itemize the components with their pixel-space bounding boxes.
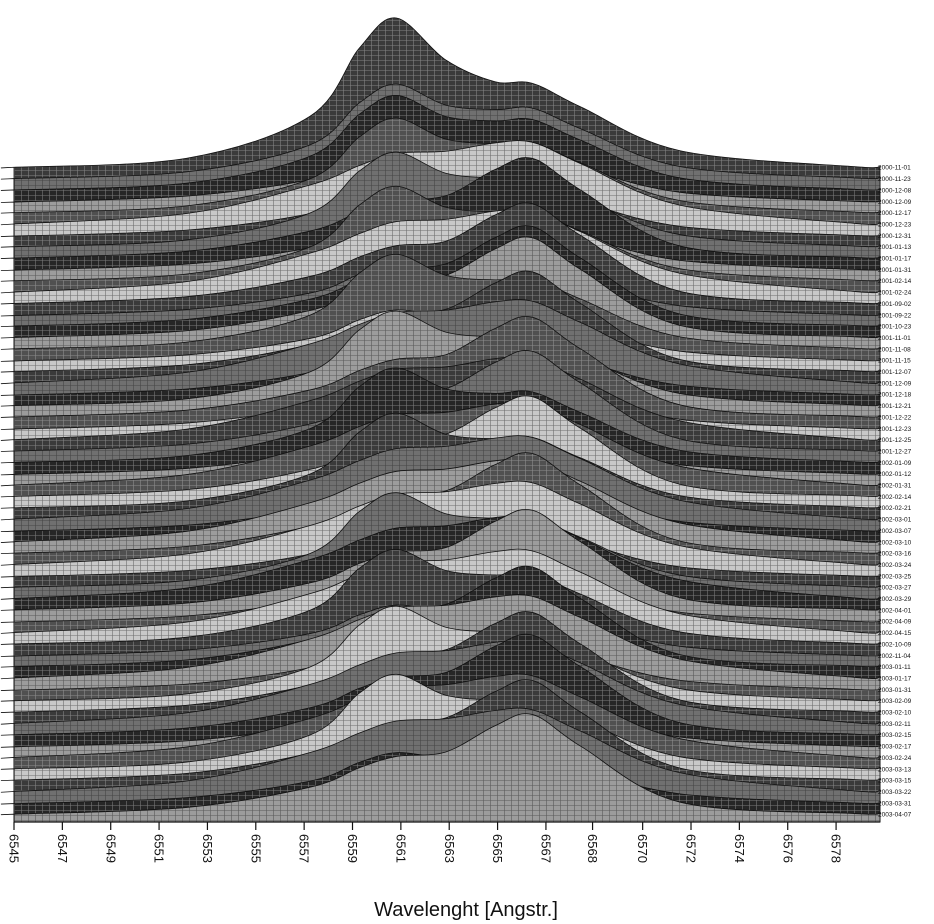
- date-label: 2000-12-17: [878, 210, 912, 217]
- date-label: 2003-03-15: [878, 778, 912, 785]
- date-label: 2001-12-25: [878, 437, 912, 444]
- date-label: 2001-09-02: [878, 301, 912, 308]
- date-label: 2001-01-31: [878, 267, 912, 274]
- date-label: 2000-12-31: [878, 233, 912, 240]
- date-label: 2003-02-09: [878, 698, 912, 705]
- date-label: 2001-12-22: [878, 414, 912, 421]
- date-label: 2003-02-17: [878, 744, 912, 751]
- date-label: 2002-04-09: [878, 619, 912, 626]
- x-tick-label: 6565: [490, 834, 505, 863]
- date-label: 2000-12-23: [878, 221, 912, 228]
- date-label: 2001-12-27: [878, 448, 912, 455]
- date-label: 2003-03-31: [878, 800, 912, 807]
- date-label: 2002-04-15: [878, 630, 912, 637]
- date-label: 2002-02-21: [878, 505, 912, 512]
- date-label: 2000-11-01: [878, 165, 911, 172]
- date-label: 2002-10-09: [878, 641, 912, 648]
- date-label: 2003-03-22: [878, 789, 912, 796]
- x-tick-label: 6553: [200, 834, 215, 863]
- date-label: 2001-12-18: [878, 392, 912, 399]
- date-label: 2003-02-10: [878, 710, 912, 717]
- date-label: 2002-04-01: [878, 607, 912, 614]
- x-axis-label: Wavelenght [Angstr.]: [374, 899, 558, 921]
- date-label: 2002-02-14: [878, 494, 912, 501]
- date-label: 2001-12-21: [878, 403, 912, 410]
- date-label: 2001-12-09: [878, 380, 912, 387]
- date-label: 2001-10-23: [878, 324, 912, 331]
- x-tick-label: 6555: [248, 834, 263, 863]
- x-tick-label: 6578: [829, 834, 844, 863]
- spectrum: [0, 713, 881, 823]
- date-label: 2001-01-17: [878, 256, 912, 263]
- x-tick-label: 6557: [297, 834, 312, 863]
- date-label: 2002-03-07: [878, 528, 912, 535]
- x-tick-label: 6574: [732, 834, 747, 863]
- date-label: 2003-02-11: [878, 721, 911, 728]
- x-tick-label: 6576: [780, 834, 795, 863]
- date-label: 2003-01-11: [878, 664, 911, 671]
- date-label: 2002-11-04: [878, 653, 911, 660]
- date-label: 2001-12-23: [878, 426, 912, 433]
- x-tick-label: 6568: [585, 834, 600, 863]
- date-label: 2001-11-08: [878, 346, 911, 353]
- date-label: 2003-01-31: [878, 687, 912, 694]
- date-label: 2002-03-16: [878, 551, 912, 558]
- date-label: 2002-03-27: [878, 585, 912, 592]
- date-label: 2002-03-24: [878, 562, 912, 569]
- x-tick-label: 6545: [7, 834, 22, 863]
- date-label: 2000-12-09: [878, 199, 912, 206]
- x-tick-label: 6547: [55, 834, 70, 863]
- date-label: 2002-01-12: [878, 471, 912, 478]
- date-label: 2002-03-29: [878, 596, 912, 603]
- date-label: 2002-03-25: [878, 573, 912, 580]
- date-label: 2000-12-08: [878, 187, 912, 194]
- date-label: 2002-01-31: [878, 483, 912, 490]
- date-label: 2000-11-23: [878, 176, 911, 183]
- x-tick-label: 6559: [345, 834, 360, 863]
- date-label: 2002-01-09: [878, 460, 912, 467]
- x-tick-label: 6570: [635, 834, 650, 863]
- date-label: 2002-03-10: [878, 539, 912, 546]
- date-label: 2001-02-14: [878, 278, 912, 285]
- date-label: 2001-11-01: [878, 335, 911, 342]
- x-tick-label: 6572: [684, 834, 699, 863]
- date-label: 2003-01-17: [878, 675, 912, 682]
- date-label: 2003-02-15: [878, 732, 912, 739]
- x-tick-label: 6561: [393, 834, 408, 863]
- x-tick-label: 6549: [103, 834, 118, 863]
- date-label: 2003-04-07: [878, 812, 912, 819]
- date-label: 2001-12-07: [878, 369, 912, 376]
- date-label: 2001-02-24: [878, 290, 912, 297]
- date-label: 2001-11-15: [878, 358, 911, 365]
- x-tick-label: 6563: [442, 834, 457, 863]
- date-label: 2003-02-24: [878, 755, 912, 762]
- date-label: 2002-03-01: [878, 517, 912, 524]
- date-label: 2001-09-22: [878, 312, 912, 319]
- x-tick-label: 6567: [538, 834, 553, 863]
- date-label: 2003-03-13: [878, 766, 912, 773]
- x-tick-label: 6551: [152, 834, 167, 863]
- date-label: 2001-01-13: [878, 244, 912, 251]
